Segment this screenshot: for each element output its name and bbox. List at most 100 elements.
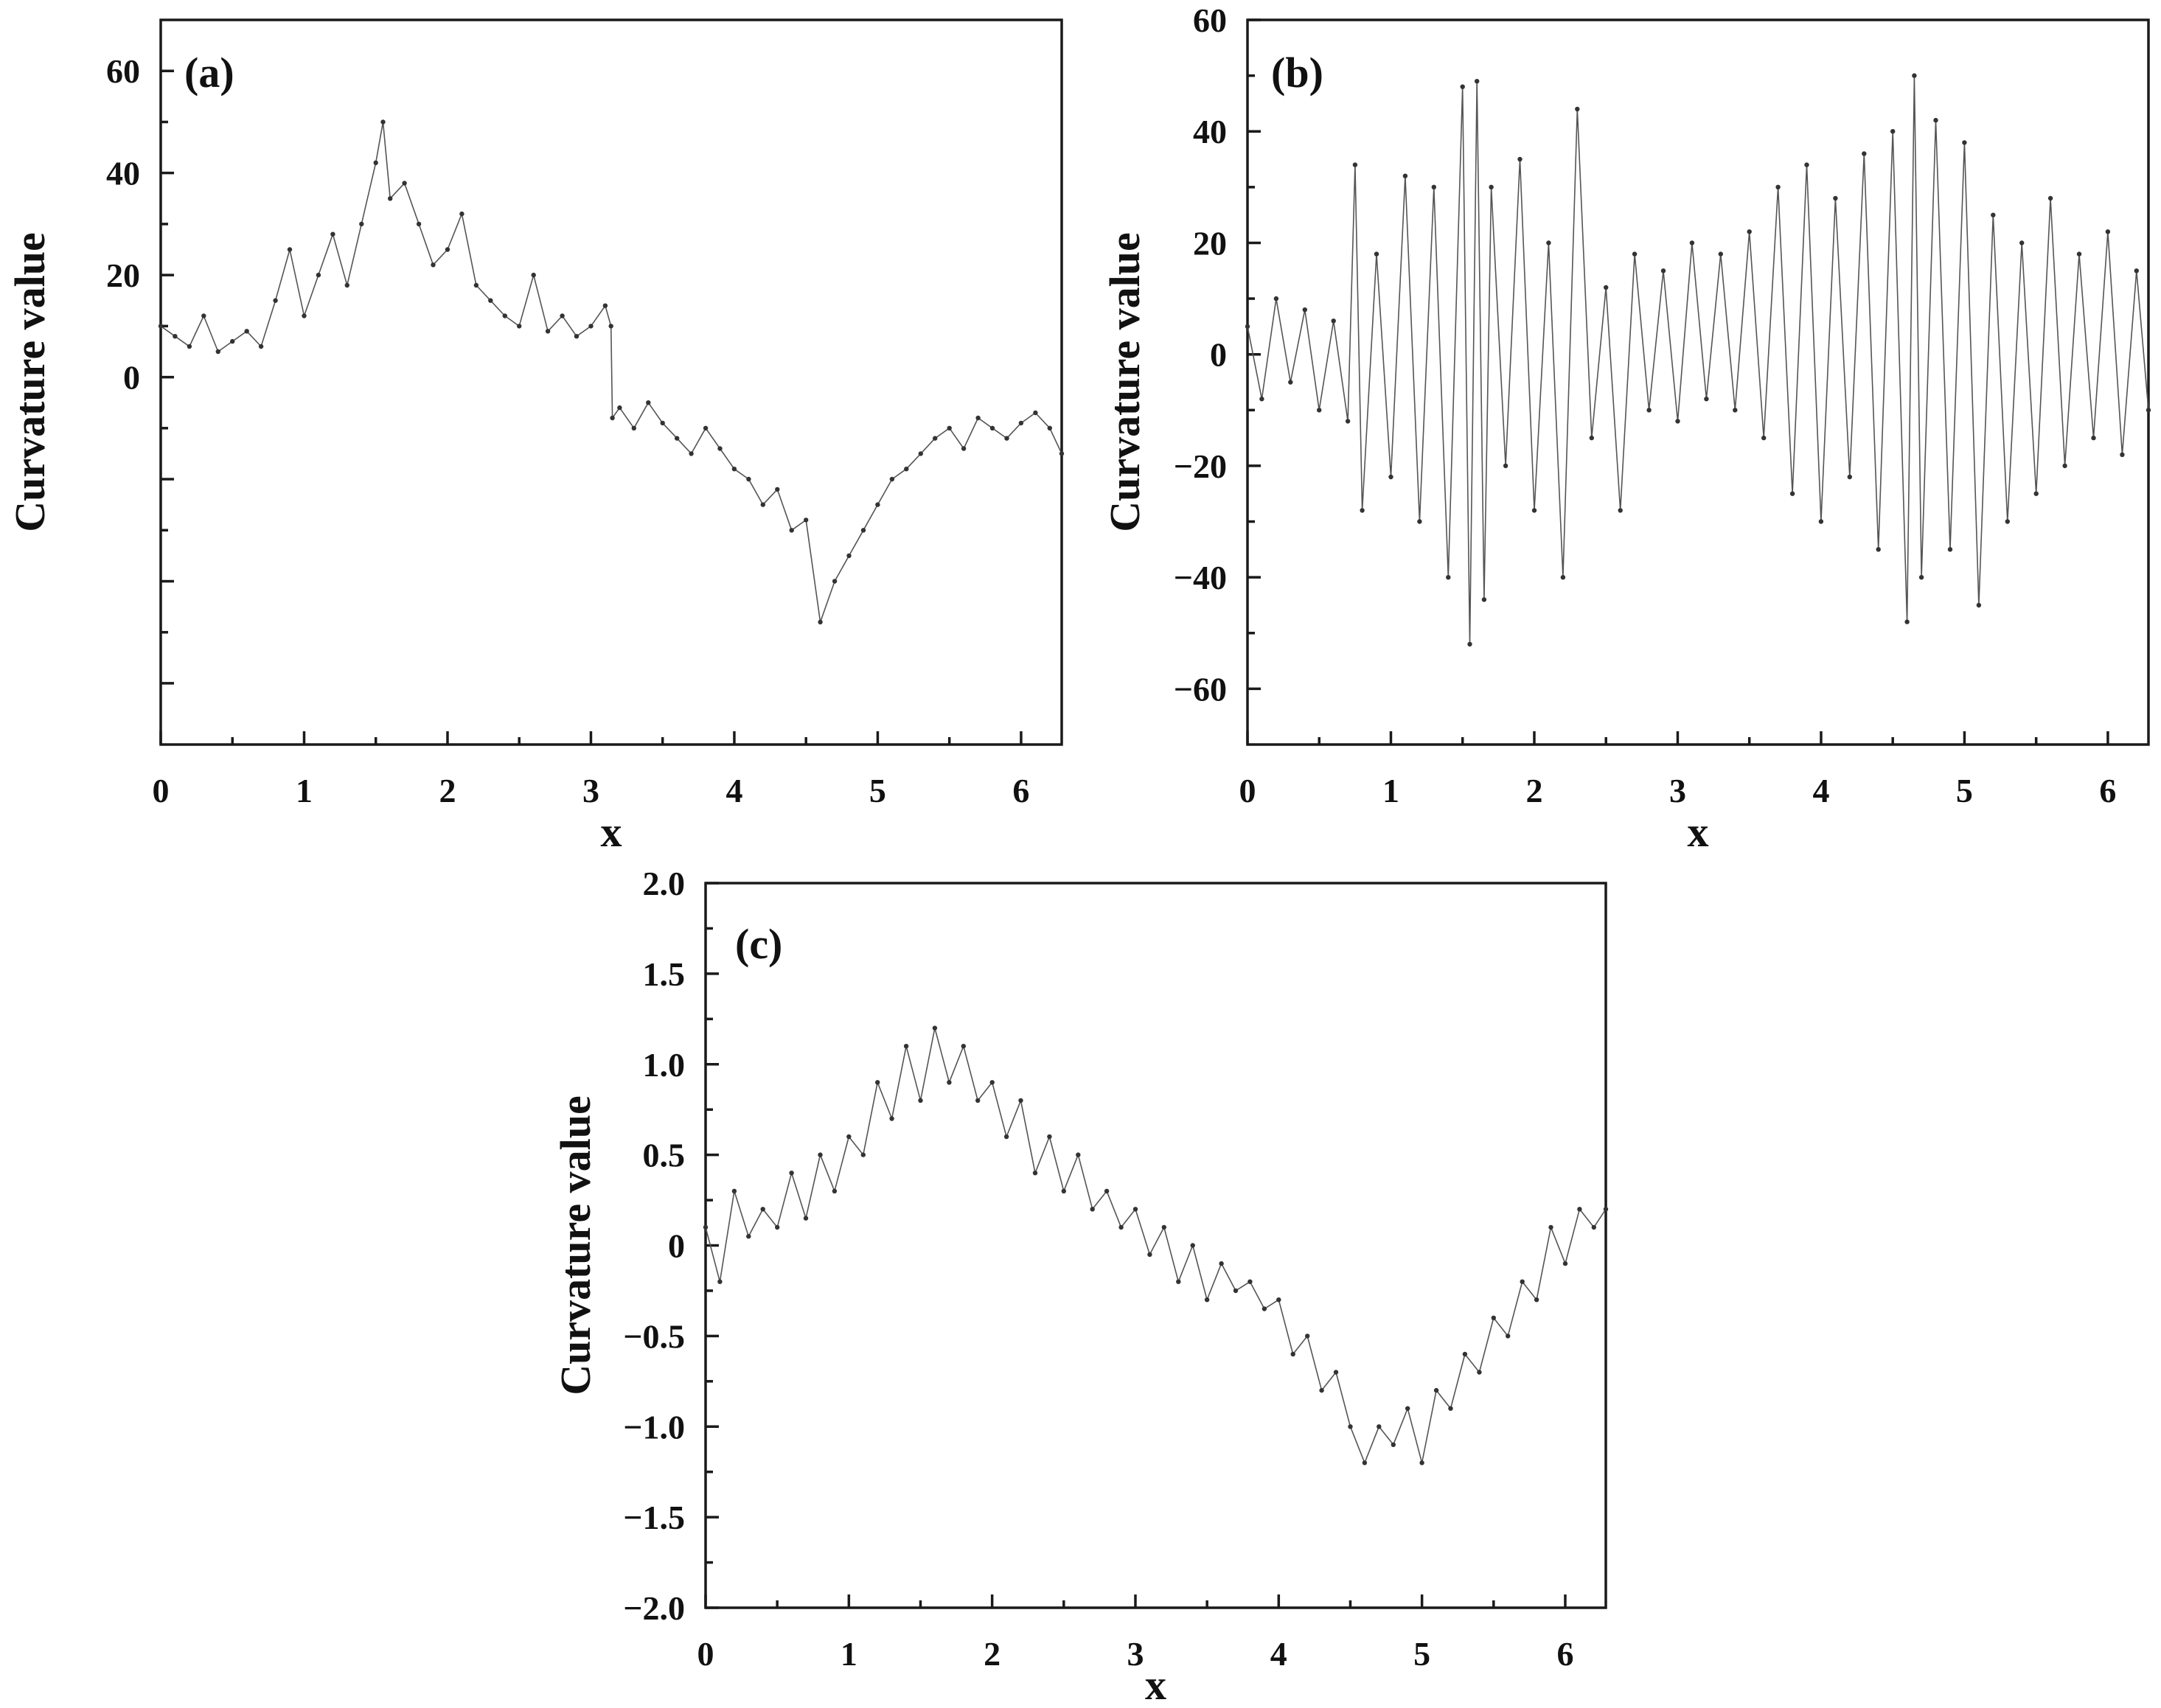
data-point — [1419, 1460, 1424, 1465]
y-tick-label: 20 — [106, 257, 140, 294]
data-point — [731, 467, 737, 472]
data-point — [1503, 463, 1508, 469]
x-tick-label: 0 — [153, 772, 170, 809]
data-point — [1377, 1424, 1382, 1429]
x-axis-title: x — [1688, 808, 1709, 856]
data-point — [230, 338, 235, 344]
data-point — [860, 1152, 866, 1157]
data-point — [1818, 519, 1824, 524]
data-point — [1704, 397, 1709, 402]
data-point — [1446, 575, 1451, 580]
data-point — [273, 298, 278, 303]
data-point — [1161, 1224, 1167, 1230]
data-point — [215, 349, 220, 355]
data-point — [1402, 173, 1408, 178]
data-point — [287, 247, 293, 252]
data-point — [445, 247, 450, 252]
data-point — [244, 329, 249, 334]
x-axis-title: x — [601, 808, 622, 856]
data-point — [947, 425, 952, 431]
data-point — [889, 476, 895, 482]
data-point — [1259, 397, 1264, 402]
panel-label-a: (a) — [184, 49, 234, 97]
data-point — [1033, 410, 1038, 416]
y-tick-label: −2.0 — [623, 1589, 685, 1627]
chart-panel-b: 0 1 2 3 4 5 6 −60 −40 −20 0 20 40 60 (b) x Curvature … — [1101, 1, 2151, 856]
data-point — [1352, 162, 1358, 167]
data-point — [2076, 251, 2082, 257]
data-point — [1833, 195, 1838, 201]
y-tick-label: 0 — [123, 359, 140, 397]
data-point — [1947, 547, 1953, 552]
x-tick-label: 1 — [296, 772, 313, 809]
x-tick-label: 2 — [1525, 772, 1542, 809]
data-point — [746, 476, 751, 482]
data-point — [889, 1116, 894, 1121]
data-point — [1405, 1406, 1410, 1411]
data-point — [1118, 1224, 1124, 1230]
data-point — [975, 415, 981, 421]
data-point — [789, 1171, 794, 1176]
data-point — [431, 262, 436, 268]
x-tick-label: 4 — [1812, 772, 1829, 809]
data-point — [1460, 84, 1465, 89]
data-point — [818, 619, 823, 625]
data-point — [1962, 140, 1967, 145]
data-point — [1591, 1224, 1596, 1230]
data-point — [904, 467, 909, 472]
data-point — [1245, 324, 1250, 330]
data-point — [1431, 184, 1437, 189]
data-point — [1348, 1424, 1353, 1429]
x-tick-label: 6 — [1012, 772, 1029, 809]
series-line — [160, 121, 1062, 623]
data-point — [1305, 1334, 1310, 1339]
data-point — [1689, 240, 1695, 245]
data-point — [1520, 1279, 1525, 1284]
y-tick-label: 0 — [668, 1227, 685, 1265]
data-point — [1546, 240, 1551, 245]
data-series — [1245, 73, 2151, 647]
data-point — [1302, 307, 1308, 313]
data-point — [1288, 380, 1293, 385]
data-point — [760, 502, 766, 507]
data-point — [1331, 318, 1336, 324]
data-point — [1991, 212, 1996, 217]
data-point — [1747, 229, 1752, 234]
y-tick-label: 20 — [1193, 224, 1227, 262]
y-tick-label: 60 — [106, 52, 140, 90]
y-axis-title: Curvature value — [6, 232, 54, 532]
data-point — [646, 400, 651, 405]
data-point — [388, 196, 393, 201]
x-tick-label: 5 — [1956, 772, 1973, 809]
data-point — [1273, 296, 1279, 301]
data-point — [2146, 408, 2151, 413]
data-point — [488, 298, 493, 303]
plot-frame — [159, 18, 1063, 746]
data-point — [344, 282, 349, 288]
data-point — [1018, 420, 1024, 426]
data-point — [689, 451, 694, 456]
data-point — [201, 313, 206, 318]
data-point — [502, 313, 507, 318]
data-point — [617, 405, 622, 411]
data-point — [1204, 1297, 1210, 1303]
data-point — [1890, 129, 1896, 134]
data-point — [1003, 1134, 1009, 1140]
data-point — [1059, 451, 1065, 456]
y-tick-label: 0.5 — [643, 1137, 686, 1174]
data-point — [1560, 575, 1566, 580]
panel-label-b: (b) — [1271, 49, 1323, 97]
data-point — [1646, 408, 1652, 413]
data-point — [1847, 474, 1852, 480]
data-point — [832, 579, 838, 584]
data-point — [1047, 1134, 1052, 1140]
y-tick-label: 1.5 — [643, 955, 686, 993]
x-tick-label: 6 — [1556, 1635, 1573, 1673]
data-point — [531, 272, 536, 278]
data-point — [1976, 602, 1982, 608]
data-point — [818, 1152, 823, 1157]
data-point — [402, 181, 407, 186]
data-point — [918, 451, 924, 456]
